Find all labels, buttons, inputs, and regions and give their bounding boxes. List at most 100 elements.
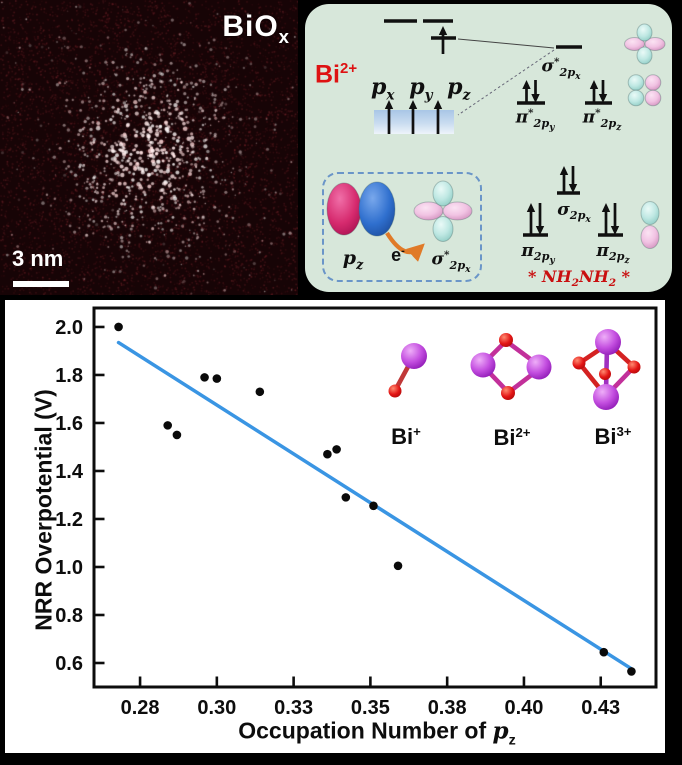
y-tick-label: 0.6	[55, 653, 83, 675]
pz-label: pz	[447, 74, 471, 104]
mo-diagram-panel: Bi2+ px py pz σ*2px π*2py π*2pz σ2px π2p…	[305, 4, 672, 292]
pz-orbital-icon	[640, 201, 660, 225]
spin-down-arrowhead	[535, 226, 545, 235]
scatter-plot: 2.0 1.8 1.6 1.4 1.2 1.0 0.8 0.6 0.28 0.30 0.33 0.35…	[55, 306, 658, 719]
box-pz-label: pz	[342, 247, 364, 272]
spin-up-arrowhead	[559, 166, 569, 175]
spin-up-arrowhead	[526, 203, 536, 212]
data-point	[323, 449, 332, 459]
electron-label: e-	[391, 245, 405, 265]
o-atom	[572, 356, 586, 370]
chart-area: 2.0 1.8 1.6 1.4 1.2 1.0 0.8 0.6 0.28 0.30 0.33 0.35…	[5, 300, 665, 753]
p-orbitals-label: px py pz	[371, 74, 477, 103]
bi2plus-ion-label: Bi2+	[315, 60, 358, 89]
box-sigma-star-label: σ*2px	[431, 249, 471, 275]
o-atom	[599, 368, 611, 380]
stem-image-panel: BiOx 3 nm	[0, 0, 298, 295]
spin-up-arrowhead	[408, 100, 418, 109]
py-label: py	[409, 74, 433, 104]
o-atom	[499, 333, 513, 347]
bi-atom	[470, 352, 496, 378]
mo-diagram-graphics	[326, 19, 666, 262]
y-tick-label: 2.0	[55, 317, 83, 339]
y-tick-label: 1.4	[55, 461, 84, 483]
y-tick-label: 1.2	[55, 509, 83, 531]
data-point	[341, 493, 351, 502]
x-tick-label: 0.35	[351, 697, 390, 719]
x-tick-label: 0.30	[197, 697, 236, 719]
data-point	[163, 421, 173, 430]
sigma-star-lobe	[432, 216, 454, 242]
data-point	[332, 445, 341, 454]
pi-2py-label: π2py	[521, 241, 555, 267]
data-point	[627, 667, 636, 676]
sigma-star-orbital-icon	[636, 46, 653, 65]
y-tick-label: 1.0	[55, 557, 83, 579]
spin-down-arrowhead	[531, 94, 540, 103]
pi-star-2pz-label: π*2pz	[582, 107, 622, 133]
pi-2pz-label: π2pz	[596, 241, 630, 267]
inset-label-bi1: Bi+	[391, 423, 421, 450]
o-atom	[501, 386, 515, 400]
sigma-star-lobe	[432, 180, 454, 207]
y-tick-label: 1.8	[55, 365, 83, 387]
spin-up-arrowhead	[438, 26, 448, 35]
sigma-star-orbital-icon	[644, 37, 666, 51]
sigma-2px-label: σ2px	[557, 200, 591, 226]
spin-up-arrowhead	[384, 100, 394, 109]
spin-up-arrowhead	[601, 203, 611, 212]
data-point	[172, 430, 182, 440]
stem-haadf-image	[0, 0, 298, 295]
pi-star-orbital-icon	[627, 89, 645, 107]
pz-lobe-blue	[358, 181, 396, 237]
sigma-star-lobe	[442, 201, 473, 221]
chart-panel: 2.0 1.8 1.6 1.4 1.2 1.0 0.8 0.6 0.28 0.30 0.33 0.35…	[0, 296, 682, 765]
level-connector-dotted-line	[457, 49, 555, 116]
bi-atom	[401, 343, 427, 369]
pi-star-orbital-icon	[644, 74, 662, 91]
inset-label-bi2: Bi2+	[493, 424, 531, 451]
data-point	[200, 373, 209, 382]
data-point	[599, 647, 609, 657]
electron-transfer-box	[322, 172, 482, 282]
spin-down-arrowhead	[610, 226, 620, 235]
data-point	[393, 561, 403, 571]
o-atom	[627, 360, 641, 374]
x-tick-label: 0.28	[121, 697, 160, 719]
pi-star-orbital-icon	[627, 74, 645, 91]
bi-atom	[593, 384, 619, 410]
x-tick-label: 0.40	[504, 697, 543, 719]
sigma-star-2px-label: σ*2px	[541, 56, 581, 82]
bi-atom	[526, 354, 552, 380]
data-point	[255, 387, 265, 397]
x-tick-label: 0.33	[274, 697, 313, 719]
pi-star-2py-label: π*2py	[515, 107, 555, 133]
y-axis-title: NRR Overpotential (V)	[30, 389, 57, 631]
y-tick-label: 0.8	[55, 605, 83, 627]
electron-transfer-arrow	[385, 231, 425, 262]
data-point	[369, 501, 378, 511]
pz-lobe-crimson	[326, 182, 362, 236]
pz-orbital-icon	[640, 225, 660, 249]
scale-bar-label: 3 nm	[12, 246, 64, 271]
level-connector-line	[457, 38, 555, 49]
biox-label: BiOx	[222, 10, 290, 47]
y-tick-label: 1.6	[55, 413, 83, 435]
pi-star-orbital-icon	[644, 89, 662, 107]
data-point	[114, 322, 123, 332]
spin-down-arrowhead	[598, 94, 608, 103]
spin-down-arrowhead	[568, 184, 578, 193]
x-axis-title: Occupation Number of pz	[238, 717, 516, 749]
bi-atom	[595, 329, 621, 355]
data-point	[212, 374, 222, 383]
sigma-star-orbital-icon	[624, 37, 645, 51]
inset-label-bi3: Bi3+	[594, 423, 632, 450]
x-tick-label: 0.38	[428, 697, 467, 719]
spin-up-arrowhead	[522, 80, 531, 89]
spin-up-arrowhead	[433, 100, 443, 109]
o-atom	[388, 384, 402, 398]
scale-bar	[13, 281, 69, 287]
hydrazine-label: * NH2NH2 *	[527, 267, 631, 290]
x-tick-label: 0.43	[581, 697, 620, 719]
